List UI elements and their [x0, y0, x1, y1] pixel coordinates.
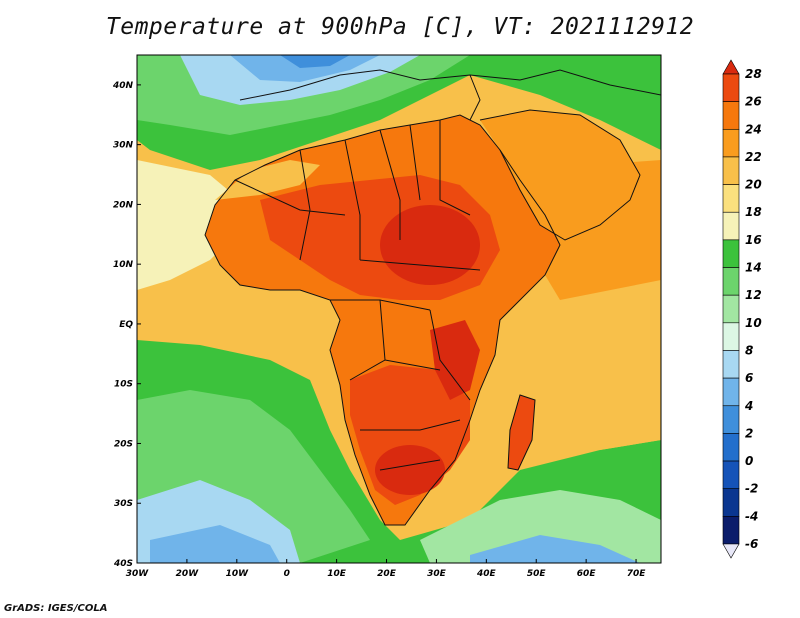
- longitude-label: 0: [284, 569, 290, 579]
- colorbar-label: 24: [745, 122, 762, 136]
- latitude-label: 10N: [113, 260, 134, 270]
- longitude-label: 60E: [577, 569, 597, 579]
- colorbar-label: -6: [745, 537, 758, 551]
- latitude-label: EQ: [119, 320, 133, 330]
- latitude-label: 10S: [114, 380, 133, 390]
- latitude-label: 20S: [114, 439, 133, 449]
- colorbar-label: 12: [745, 288, 762, 302]
- colorbar-swatch: [722, 239, 740, 268]
- colorbar-swatch: [722, 488, 740, 517]
- colorbar-swatch: [722, 184, 740, 213]
- map-title: Temperature at 900hPa [C], VT: 202111291…: [105, 14, 695, 40]
- colorbar-label: -4: [745, 509, 758, 523]
- latitude-label: 30N: [113, 141, 134, 151]
- longitude-label: 50E: [527, 569, 547, 579]
- colorbar-label: 10: [745, 316, 762, 330]
- colorbar-max-arrow: [722, 59, 740, 75]
- colorbar-swatch: [722, 267, 740, 296]
- colorbar-label: 22: [745, 150, 762, 164]
- longitude-label: 70E: [627, 569, 647, 579]
- colorbar-label: 0: [745, 454, 753, 468]
- map-field: [137, 55, 661, 563]
- latitude-label: 40S: [113, 559, 133, 569]
- colorbar-label: 2: [745, 426, 753, 440]
- colorbar-label: 20: [745, 178, 762, 192]
- colorbar-swatch: [722, 294, 740, 324]
- colorbar-swatch: [722, 322, 740, 351]
- latitude-label: 20N: [113, 200, 134, 210]
- longitude-labels: 30W 20W 10W 0 10E 20E 30E 40E 50E 60E 70E: [126, 559, 646, 579]
- grads-credit: GrADS: IGES/COLA: [4, 603, 108, 614]
- colorbar-swatch: [722, 101, 740, 130]
- colorbar-swatch: [722, 350, 740, 379]
- colorbar-label: 18: [745, 205, 762, 219]
- latitude-label: 30S: [114, 499, 133, 509]
- colorbar-label: 8: [745, 343, 753, 357]
- colorbar-swatch: [722, 377, 740, 407]
- colorbar-label: 6: [745, 371, 753, 385]
- colorbar-label: 26: [745, 95, 762, 109]
- colorbar-swatch: [722, 516, 740, 545]
- latitude-label: 40N: [112, 81, 134, 91]
- colorbar-swatch: [722, 73, 740, 102]
- colorbar-label: 16: [745, 233, 762, 247]
- longitude-label: 30E: [427, 569, 447, 579]
- colorbar-label: 28: [745, 67, 762, 81]
- colorbar-swatch: [722, 128, 740, 158]
- map-frame: [136, 54, 662, 564]
- colorbar-label: 14: [745, 261, 762, 275]
- longitude-label: 10E: [327, 569, 347, 579]
- longitude-label: 20W: [176, 569, 200, 579]
- colorbar-label: 4: [744, 399, 753, 413]
- colorbar-swatch: [722, 433, 740, 462]
- colorbar-swatch: [722, 405, 740, 434]
- longitude-label: 20E: [377, 569, 397, 579]
- longitude-label: 40E: [476, 569, 497, 579]
- colorbar-swatch: [722, 156, 740, 185]
- colorbar-swatch: [722, 211, 740, 241]
- colorbar-min-arrow: [722, 543, 740, 559]
- latitude-labels: 40N 30N 20N 10N EQ 10S 20S 30S 40S: [112, 81, 141, 569]
- longitude-label: 10W: [226, 569, 250, 579]
- colorbar-swatch: [722, 460, 740, 490]
- longitude-label: 30W: [126, 569, 150, 579]
- colorbar-label: -2: [745, 482, 758, 496]
